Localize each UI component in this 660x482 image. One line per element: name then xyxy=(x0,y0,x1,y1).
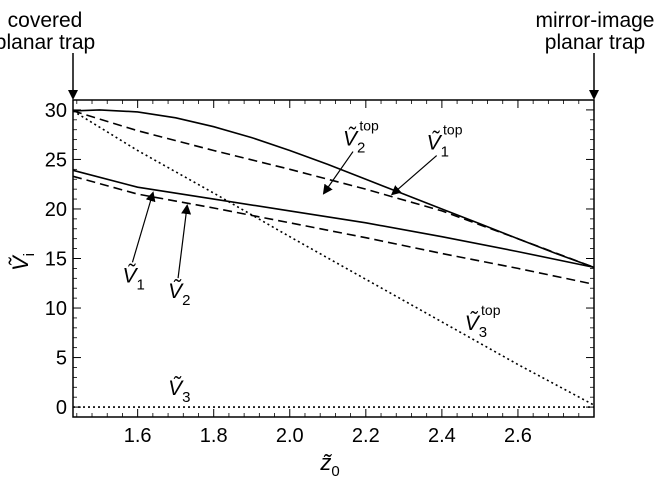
series-label-v2: Ṽ2 xyxy=(168,279,190,309)
y-tick-label: 5 xyxy=(56,348,67,370)
series-line-v2top xyxy=(72,110,595,269)
series-line-v2 xyxy=(72,175,595,286)
right-annotation-line2: planar trap xyxy=(545,31,645,54)
x-tick-label: 2.0 xyxy=(276,425,304,447)
left-annotation-line1: covered xyxy=(8,9,83,32)
x-tick-label: 2.4 xyxy=(428,425,456,447)
y-tick-label: 0 xyxy=(56,397,67,419)
pointer-arrow-v1top xyxy=(390,155,438,196)
series-line-v1 xyxy=(72,169,595,269)
series-label-v1top: Ṽ1top xyxy=(427,122,463,161)
x-axis-label: z̃0 xyxy=(319,450,339,480)
y-tick-label: 30 xyxy=(45,100,67,122)
x-tick-label: 1.6 xyxy=(124,425,152,447)
right-annotation-line1: mirror-image xyxy=(535,9,654,32)
axis-ticks: 1.6 1.8 2.0 2.2 2.4 2.6 0 5 10 15 20 25 30 xyxy=(45,99,594,447)
y-tick-label: 25 xyxy=(45,149,67,171)
y-axis-label: Ṽi xyxy=(8,253,38,271)
series-group xyxy=(72,109,595,408)
y-tick-label: 15 xyxy=(45,249,67,271)
series-label-v3: Ṽ3 xyxy=(168,376,190,406)
series-annotations: Ṽ1top Ṽ2top Ṽ1 Ṽ2 Ṽ3top Ṽ3 xyxy=(122,118,500,407)
x-tick-label: 2.2 xyxy=(352,425,380,447)
y-tick-label: 10 xyxy=(45,298,67,320)
series-label-v3top: Ṽ3top xyxy=(465,302,501,341)
y-tick-label: 20 xyxy=(45,199,67,221)
left-annotation-line2: planar trap xyxy=(0,31,95,54)
pointer-arrow-v2top xyxy=(322,151,354,195)
series-label-v2top: Ṽ2top xyxy=(343,118,379,157)
plot-frame xyxy=(72,99,595,418)
x-tick-label: 1.8 xyxy=(200,425,228,447)
series-line-v3top xyxy=(72,110,595,406)
x-tick-label: 2.6 xyxy=(504,425,532,447)
pointer-arrow-v1 xyxy=(131,191,156,263)
series-label-v1: Ṽ1 xyxy=(122,263,144,293)
pointer-arrow-v2 xyxy=(177,204,192,279)
